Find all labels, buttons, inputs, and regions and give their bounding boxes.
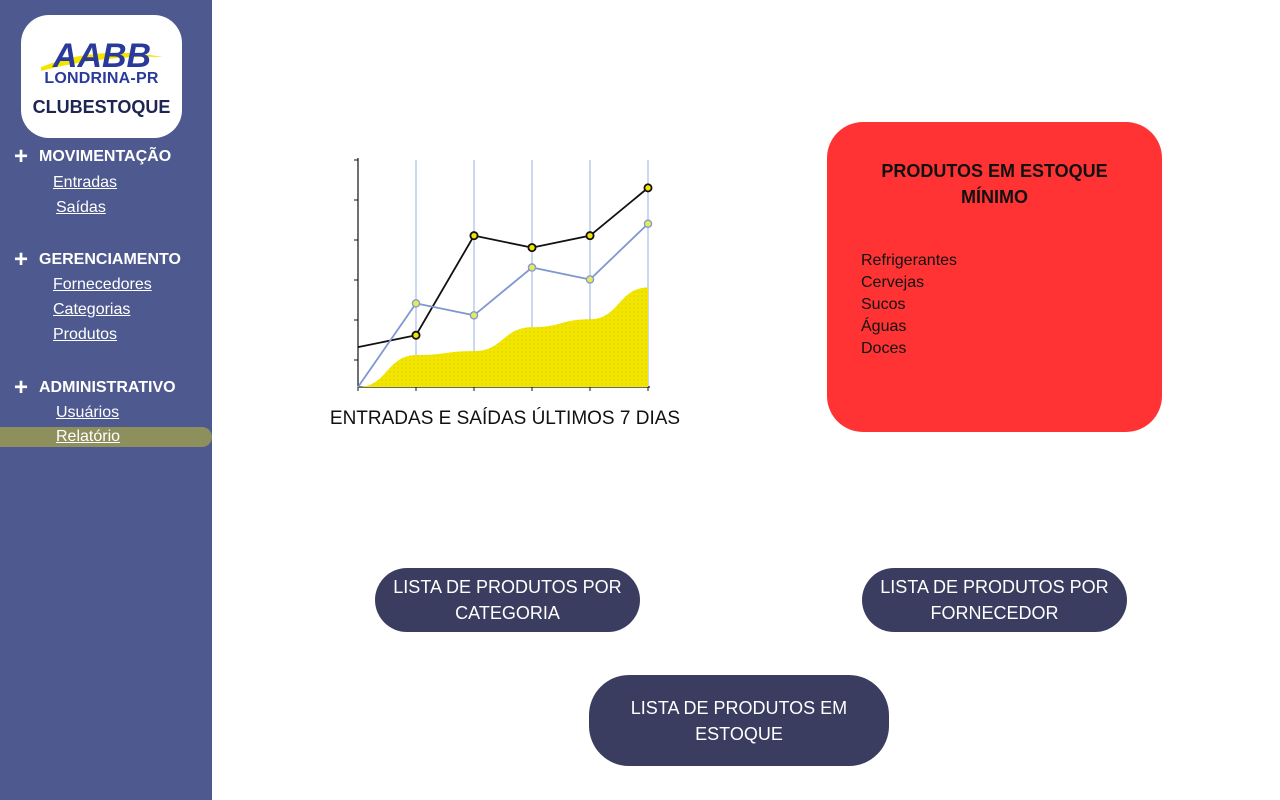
logo-mark-text: AABB: [52, 37, 151, 75]
data-point: [411, 299, 421, 308]
plus-icon: +: [14, 374, 29, 401]
list-by-supplier-button[interactable]: LISTA DE PRODUTOS POR FORNECEDOR: [862, 568, 1127, 632]
data-point: [585, 275, 595, 284]
sidebar-item-produtos[interactable]: Produtos: [53, 326, 118, 343]
section-gerenciamento[interactable]: + GERENCIAMENTO: [14, 246, 181, 273]
logo-subtitle: LONDRINA-PR: [44, 70, 159, 87]
line-series: [357, 187, 649, 349]
section-title: ADMINISTRATIVO: [39, 379, 176, 396]
plus-icon: +: [14, 143, 29, 170]
chart: [340, 150, 670, 400]
sidebar-item-categorias[interactable]: Categorias: [53, 301, 131, 318]
list-item: Sucos: [861, 296, 906, 313]
list-item: Cervejas: [861, 274, 925, 291]
list-item: Refrigerantes: [861, 252, 958, 269]
data-point: [527, 243, 537, 253]
data-point: [643, 219, 653, 228]
data-point: [585, 231, 595, 241]
plus-icon: +: [14, 246, 29, 273]
min-stock-list: Refrigerantes Cervejas Sucos Águas Doces: [861, 250, 957, 360]
list-item: Doces: [861, 340, 907, 357]
sidebar-item-relatorio[interactable]: Relatório: [56, 428, 121, 445]
sidebar-item-entradas[interactable]: Entradas: [53, 174, 118, 191]
line-series: [357, 223, 649, 388]
sidebar-item-fornecedores[interactable]: Fornecedores: [53, 276, 152, 293]
logo-swoosh: [41, 52, 163, 71]
min-stock-card: PRODUTOS EM ESTOQUE MÍNIMO Refrigerantes…: [827, 122, 1162, 432]
list-by-category-button[interactable]: LISTA DE PRODUTOS POR CATEGORIA: [375, 568, 640, 632]
chart-title: ENTRADAS E SAÍDAS ÚLTIMOS 7 DIAS: [329, 408, 681, 429]
sidebar-item-usuarios[interactable]: Usuários: [56, 404, 120, 421]
data-point: [643, 183, 653, 193]
sidebar-item-saidas[interactable]: Saídas: [56, 199, 106, 216]
active-item-highlight: [0, 427, 212, 447]
min-stock-title: PRODUTOS EM ESTOQUE MÍNIMO: [881, 161, 1108, 207]
section-title: GERENCIAMENTO: [39, 251, 181, 268]
data-point: [469, 231, 479, 241]
logo-card: AABB LONDRINA-PR CLUBESTOQUE: [21, 15, 182, 138]
list-item: Águas: [861, 318, 907, 335]
data-point: [469, 311, 479, 320]
chart-svg: [354, 158, 653, 391]
section-administrativo[interactable]: + ADMINISTRATIVO: [14, 374, 176, 401]
aabb-logo: AABB: [41, 37, 163, 75]
sidebar: AABB LONDRINA-PR CLUBESTOQUE + MOVIMENTA…: [0, 0, 212, 800]
section-title: MOVIMENTAÇÃO: [39, 148, 172, 165]
app-name: CLUBESTOQUE: [32, 97, 171, 117]
section-movimentacao[interactable]: + MOVIMENTAÇÃO: [14, 143, 172, 170]
list-in-stock-button[interactable]: LISTA DE PRODUTOS EM ESTOQUE: [589, 675, 889, 766]
area-series-texture: [358, 287, 648, 387]
data-point: [411, 330, 421, 340]
data-point: [527, 263, 537, 272]
